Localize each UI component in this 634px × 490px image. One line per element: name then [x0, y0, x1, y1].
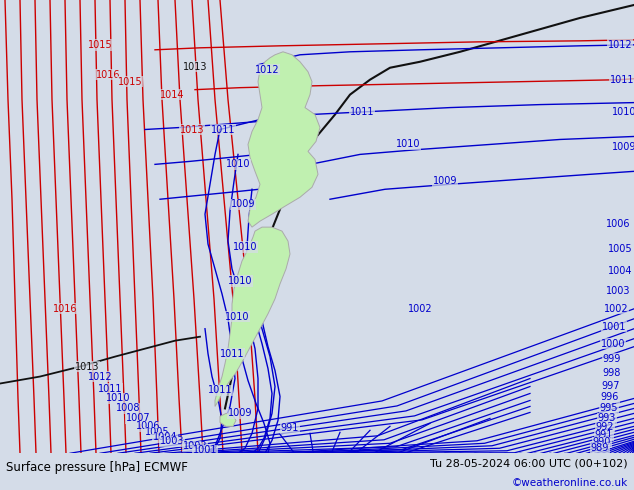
Polygon shape [215, 227, 290, 406]
Text: 1015: 1015 [87, 40, 112, 50]
Polygon shape [220, 414, 236, 426]
Text: 1010: 1010 [224, 312, 249, 322]
Text: 1011: 1011 [220, 348, 244, 359]
Text: Tu 28-05-2024 06:00 UTC (00+102): Tu 28-05-2024 06:00 UTC (00+102) [430, 459, 628, 468]
Text: 991: 991 [281, 423, 299, 433]
Text: 992: 992 [596, 422, 614, 432]
Text: 993: 993 [598, 414, 616, 423]
Text: 1010: 1010 [228, 276, 252, 286]
Text: 1002: 1002 [183, 441, 207, 451]
Text: 1001: 1001 [602, 322, 626, 332]
Text: 1012: 1012 [607, 40, 632, 50]
Text: 1006: 1006 [605, 219, 630, 229]
Text: 1010: 1010 [106, 393, 130, 403]
Text: 1000: 1000 [601, 339, 625, 349]
Text: 1009: 1009 [228, 408, 252, 418]
Text: 1001: 1001 [193, 445, 217, 455]
Text: 1010: 1010 [233, 242, 257, 252]
Text: 1003: 1003 [160, 436, 184, 446]
Text: 1011: 1011 [210, 124, 235, 134]
Text: 1004: 1004 [608, 266, 632, 276]
Text: 1013: 1013 [180, 124, 204, 134]
Text: 1013: 1013 [183, 62, 207, 72]
Text: 1008: 1008 [116, 403, 140, 414]
Text: 1010: 1010 [612, 106, 634, 117]
Text: 1003: 1003 [605, 286, 630, 296]
Text: 1012: 1012 [255, 65, 280, 75]
Text: 1015: 1015 [118, 76, 142, 87]
Text: 1013: 1013 [75, 362, 100, 371]
Text: 1009: 1009 [231, 199, 256, 209]
Text: 1002: 1002 [408, 304, 432, 314]
Text: ©weatheronline.co.uk: ©weatheronline.co.uk [512, 478, 628, 488]
Text: 1011: 1011 [610, 74, 634, 85]
Text: 1011: 1011 [208, 386, 232, 395]
Text: 1009: 1009 [612, 143, 634, 152]
Text: 995: 995 [600, 403, 618, 414]
Text: 1010: 1010 [226, 159, 250, 170]
Text: 1006: 1006 [136, 421, 160, 431]
Text: 1002: 1002 [604, 304, 628, 314]
Text: 999: 999 [603, 354, 621, 364]
Text: 989: 989 [591, 443, 609, 453]
Text: 1005: 1005 [607, 244, 632, 254]
Text: 991: 991 [595, 430, 613, 441]
Text: 1004: 1004 [153, 432, 178, 442]
Text: 1014: 1014 [160, 90, 184, 99]
Text: 1011: 1011 [350, 106, 374, 117]
Text: 997: 997 [602, 381, 620, 391]
Text: 1005: 1005 [145, 427, 169, 438]
Text: 996: 996 [601, 392, 619, 402]
Polygon shape [248, 52, 320, 227]
Text: 1016: 1016 [96, 70, 120, 80]
Text: 1012: 1012 [87, 371, 112, 382]
Text: 1011: 1011 [98, 384, 122, 393]
Text: Surface pressure [hPa] ECMWF: Surface pressure [hPa] ECMWF [6, 462, 188, 474]
Text: 998: 998 [603, 368, 621, 378]
Text: 1009: 1009 [433, 176, 457, 186]
Text: 1010: 1010 [396, 140, 420, 149]
Text: 1016: 1016 [53, 304, 77, 314]
Text: 1007: 1007 [126, 414, 150, 423]
Text: 990: 990 [593, 437, 611, 447]
